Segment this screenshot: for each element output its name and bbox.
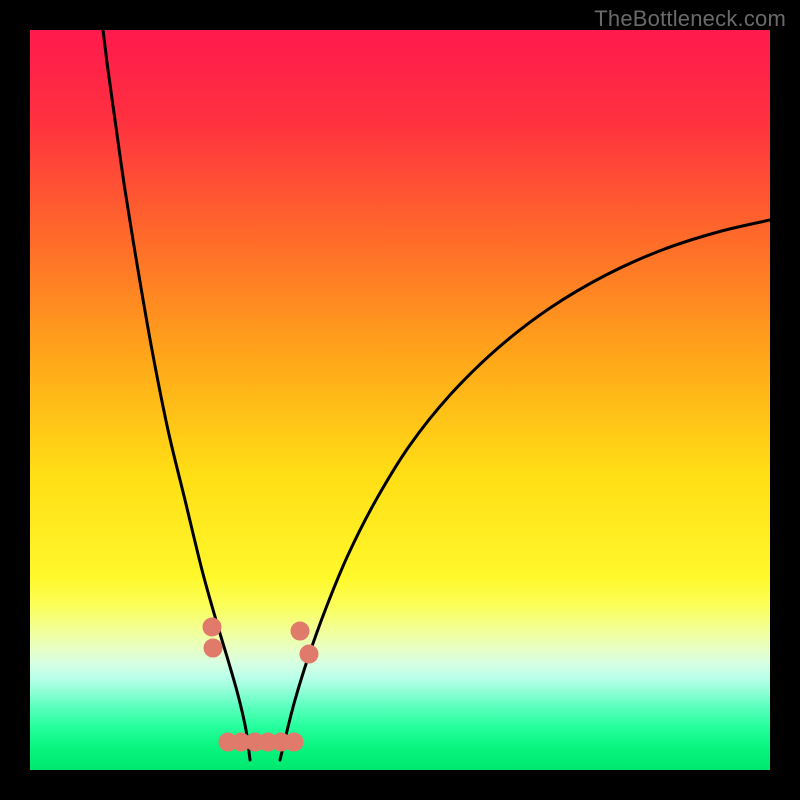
data-point	[291, 622, 309, 640]
curve-right	[280, 220, 770, 760]
plot-area	[30, 30, 770, 770]
curve-left	[103, 30, 250, 760]
data-point	[285, 733, 303, 751]
curves-overlay	[30, 30, 770, 770]
data-point	[204, 639, 222, 657]
chart-frame: TheBottleneck.com	[0, 0, 800, 800]
data-point	[300, 645, 318, 663]
data-point	[203, 618, 221, 636]
watermark-text: TheBottleneck.com	[594, 6, 786, 32]
